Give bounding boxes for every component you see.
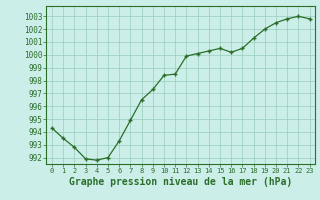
- X-axis label: Graphe pression niveau de la mer (hPa): Graphe pression niveau de la mer (hPa): [69, 177, 292, 187]
